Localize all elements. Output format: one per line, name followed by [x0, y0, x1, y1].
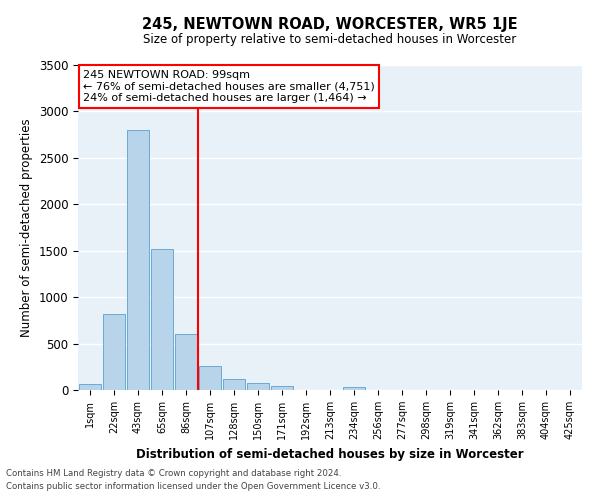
Text: Contains HM Land Registry data © Crown copyright and database right 2024.: Contains HM Land Registry data © Crown c… [6, 468, 341, 477]
Bar [175, 334, 197, 390]
Bar [247, 382, 269, 390]
Bar [103, 314, 125, 390]
Text: 245, NEWTOWN ROAD, WORCESTER, WR5 1JE: 245, NEWTOWN ROAD, WORCESTER, WR5 1JE [142, 18, 518, 32]
X-axis label: Distribution of semi-detached houses by size in Worcester: Distribution of semi-detached houses by … [136, 448, 524, 460]
Bar [79, 384, 101, 390]
Bar [127, 130, 149, 390]
Bar [271, 386, 293, 390]
Bar [343, 387, 365, 390]
Bar [199, 366, 221, 390]
Text: Size of property relative to semi-detached houses in Worcester: Size of property relative to semi-detach… [143, 32, 517, 46]
Bar [151, 249, 173, 390]
Text: 245 NEWTOWN ROAD: 99sqm
← 76% of semi-detached houses are smaller (4,751)
24% of: 245 NEWTOWN ROAD: 99sqm ← 76% of semi-de… [83, 70, 375, 103]
Y-axis label: Number of semi-detached properties: Number of semi-detached properties [20, 118, 33, 337]
Bar [223, 379, 245, 390]
Text: Contains public sector information licensed under the Open Government Licence v3: Contains public sector information licen… [6, 482, 380, 491]
